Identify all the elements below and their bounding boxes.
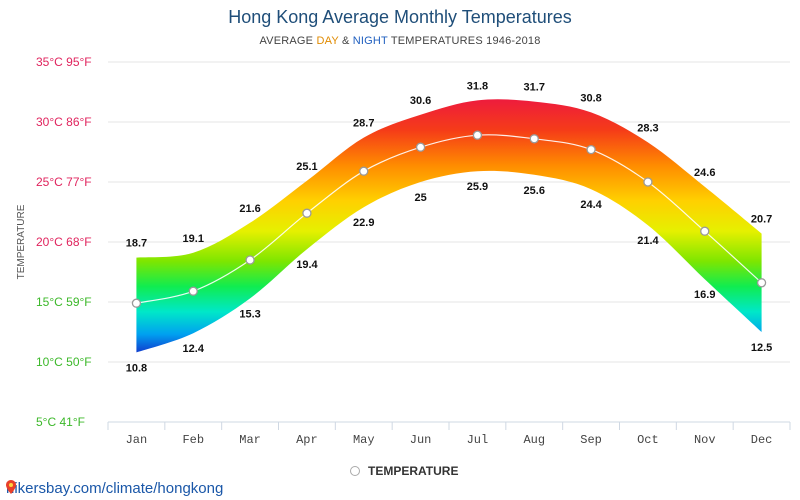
- day-value-label: 24.6: [694, 167, 715, 179]
- y-tick-label: 10°C 50°F: [36, 355, 92, 369]
- chart-legend[interactable]: TEMPERATURE: [350, 464, 458, 478]
- subtitle-suffix: TEMPERATURES 1946-2018: [387, 35, 541, 47]
- x-tick-label: May: [353, 433, 375, 447]
- night-value-label: 15.3: [239, 308, 260, 320]
- x-tick-label: Oct: [637, 433, 659, 447]
- day-value-label: 30.8: [580, 92, 601, 104]
- x-tick-label: Dec: [751, 433, 773, 447]
- legend-label: TEMPERATURE: [368, 464, 459, 478]
- temperature-point: [302, 208, 312, 218]
- y-tick-label: 20°C 68°F: [36, 235, 92, 249]
- night-value-label: 25.6: [524, 185, 545, 197]
- night-value-label: 19.4: [296, 259, 318, 271]
- night-value-label: 16.9: [694, 289, 715, 301]
- temperature-point: [131, 298, 142, 308]
- day-night-band: [136, 99, 762, 353]
- night-value-label: 21.4: [637, 235, 659, 247]
- subtitle-prefix: AVERAGE: [259, 35, 317, 47]
- chart-title: Hong Kong Average Monthly Temperatures: [228, 7, 572, 27]
- night-value-label: 12.4: [183, 343, 205, 355]
- night-value-label: 22.9: [353, 217, 374, 229]
- temperature-point: [529, 134, 539, 144]
- y-tick-label: 5°C 41°F: [36, 415, 85, 429]
- temperature-point: [586, 144, 596, 155]
- day-value-label: 20.7: [751, 214, 772, 226]
- x-tick-label: Jun: [410, 433, 432, 447]
- day-value-label: 18.7: [126, 238, 147, 250]
- day-value-label: 19.1: [183, 233, 204, 245]
- y-axis-label: TEMPERATURE: [16, 204, 27, 279]
- temperature-point: [188, 286, 198, 296]
- x-tick-label: Jul: [467, 433, 489, 447]
- y-tick-label: 30°C 86°F: [36, 115, 92, 129]
- temperature-point: [756, 278, 767, 288]
- x-tick-label: Apr: [296, 433, 318, 447]
- x-tick-label: Nov: [694, 433, 716, 447]
- temperature-point: [700, 226, 710, 236]
- day-value-label: 31.8: [467, 80, 488, 92]
- day-value-label: 21.6: [239, 203, 260, 215]
- x-tick-label: Feb: [182, 433, 204, 447]
- temperature-point: [245, 255, 255, 265]
- temperature-point: [359, 166, 369, 176]
- location-pin-icon: [6, 480, 16, 494]
- day-value-label: 31.7: [524, 82, 545, 94]
- y-tick-label: 15°C 59°F: [36, 295, 92, 309]
- subtitle-day: DAY: [316, 35, 339, 47]
- x-tick-label: Mar: [239, 433, 261, 447]
- night-value-label: 25: [414, 192, 426, 204]
- x-tick-label: Jan: [126, 433, 148, 447]
- night-value-label: 25.9: [467, 181, 488, 193]
- temperature-point: [472, 130, 483, 140]
- night-value-label: 12.5: [751, 342, 772, 354]
- day-value-label: 25.1: [296, 161, 317, 173]
- source-url: hikersbay.com/climate/hongkong: [6, 480, 224, 497]
- day-value-label: 30.6: [410, 95, 431, 107]
- temperature-point: [643, 177, 653, 187]
- y-tick-label: 25°C 77°F: [36, 175, 92, 189]
- day-value-label: 28.7: [353, 118, 374, 130]
- night-value-label: 10.8: [126, 362, 147, 374]
- subtitle-amp: &: [338, 35, 353, 47]
- day-value-label: 28.3: [637, 122, 658, 134]
- legend-marker-icon: [350, 466, 360, 476]
- temperature-point: [415, 142, 426, 152]
- temperature-line: [136, 134, 762, 304]
- subtitle-night: NIGHT: [352, 35, 388, 47]
- night-value-label: 24.4: [580, 199, 602, 211]
- chart-subtitle: AVERAGE DAY & NIGHT TEMPERATURES 1946-20…: [0, 35, 800, 47]
- x-tick-label: Aug: [523, 433, 545, 447]
- source-link[interactable]: hikersbay.com/climate/hongkong: [6, 480, 223, 497]
- y-tick-label: 35°C 95°F: [36, 55, 92, 69]
- x-tick-label: Sep: [580, 433, 602, 447]
